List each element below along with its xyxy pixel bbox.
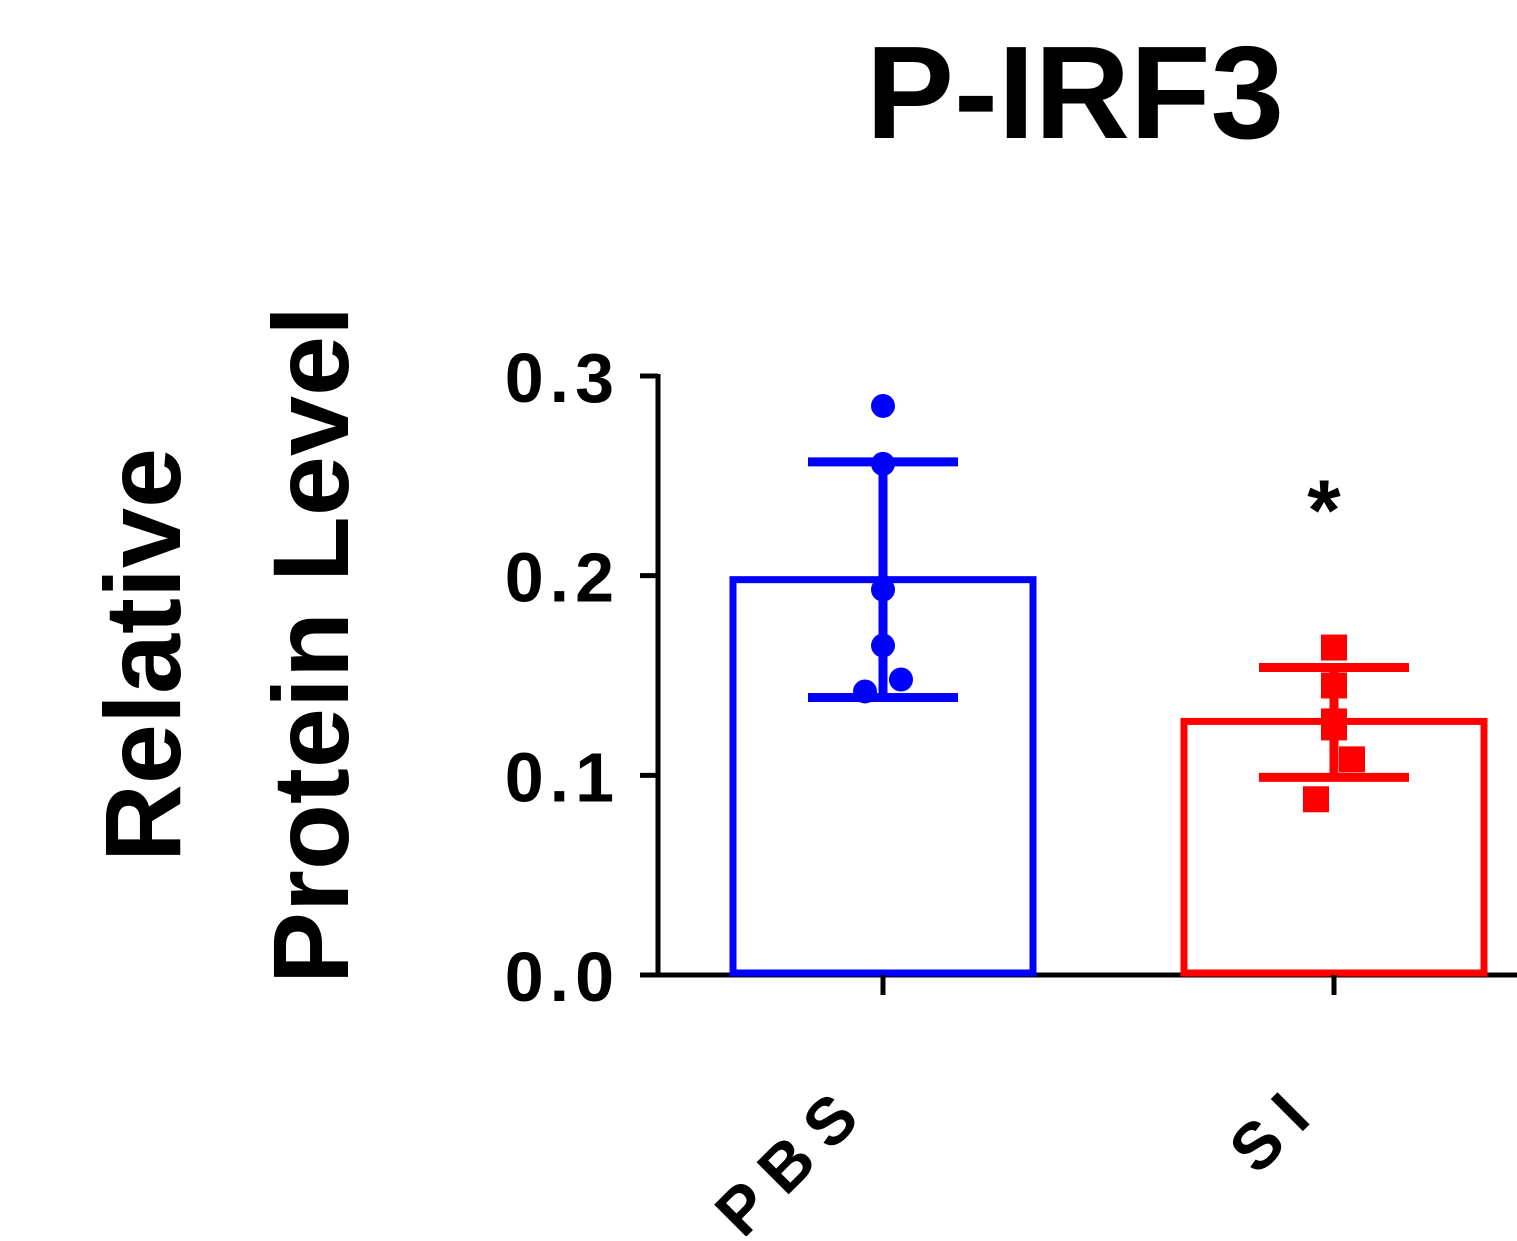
data-point	[871, 577, 895, 602]
data-point	[1321, 672, 1347, 699]
data-point	[1303, 786, 1329, 813]
data-point	[871, 393, 895, 418]
y-tick-label: 0.3	[505, 339, 620, 417]
significance-marker: *	[1307, 463, 1341, 559]
y-axis-label-line2: Protein Level	[250, 306, 371, 984]
data-point	[871, 633, 895, 658]
chart-title: P-IRF3	[866, 19, 1284, 166]
data-point	[889, 667, 913, 692]
y-tick-label: 0.2	[505, 539, 620, 617]
data-point	[1321, 634, 1347, 661]
y-tick-label: 0.1	[505, 738, 620, 816]
x-tick-label: PBS	[701, 1068, 883, 1236]
plot-area: 0.0 0.1 0.2 0.3 PBS SI *	[505, 339, 1517, 1241]
y-tick-label: 0.0	[505, 938, 620, 1016]
data-point	[853, 679, 877, 704]
data-point	[1339, 746, 1365, 773]
y-axis-label-line1: Relative	[82, 448, 203, 862]
x-tick-label: SI	[1215, 1068, 1334, 1187]
data-point	[871, 451, 895, 476]
data-point	[1321, 714, 1347, 741]
